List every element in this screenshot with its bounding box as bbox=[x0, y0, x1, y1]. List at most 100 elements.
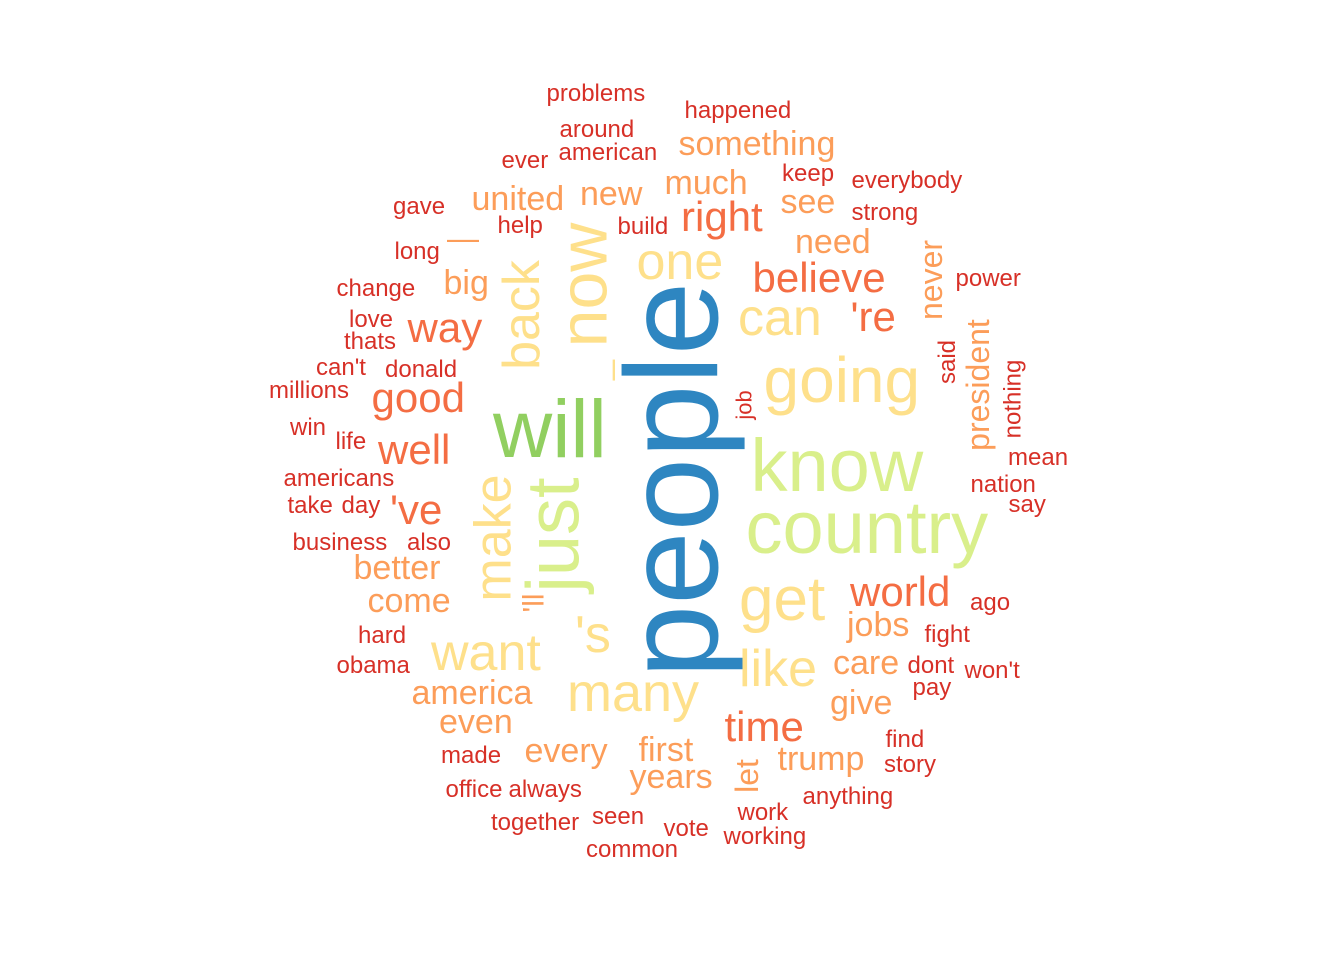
word-14: want bbox=[431, 624, 541, 682]
word-76: nation bbox=[970, 471, 1036, 498]
word-2: will bbox=[493, 384, 607, 475]
word-27: 'll bbox=[517, 593, 551, 613]
word-69: said bbox=[934, 339, 962, 385]
word-49: — bbox=[447, 220, 479, 256]
word-60: strong bbox=[851, 199, 919, 226]
word-16: 's bbox=[575, 606, 611, 664]
word-19: believe bbox=[752, 254, 886, 301]
word-93: always bbox=[508, 776, 582, 803]
word-45: need bbox=[795, 223, 871, 261]
word-26: 've bbox=[390, 486, 443, 533]
word-95: work bbox=[737, 799, 789, 826]
word-25: 're bbox=[850, 293, 896, 340]
word-35: america bbox=[411, 674, 533, 712]
word-1: people bbox=[598, 281, 746, 679]
word-22: good bbox=[371, 374, 465, 421]
word-12: one bbox=[636, 233, 724, 291]
word-3: know bbox=[750, 424, 924, 507]
word-67: donald bbox=[385, 356, 458, 383]
word-68: millions bbox=[269, 377, 350, 404]
word-70: nothing bbox=[998, 359, 1026, 439]
word-74: mean bbox=[1008, 444, 1069, 471]
word-100: common bbox=[586, 836, 679, 863]
word-5: just bbox=[511, 477, 595, 593]
word-78: day bbox=[341, 492, 381, 519]
word-52: around bbox=[559, 116, 635, 143]
word-92: office bbox=[445, 776, 503, 803]
word-44: see bbox=[780, 183, 836, 221]
word-24: way bbox=[407, 304, 483, 351]
word-57: gave bbox=[393, 193, 446, 220]
word-61: long bbox=[394, 238, 440, 265]
word-85: obama bbox=[336, 652, 410, 679]
word-41: new bbox=[580, 175, 643, 213]
word-66: can't bbox=[316, 354, 366, 381]
word-23: well bbox=[378, 426, 451, 473]
word-10: make bbox=[464, 474, 523, 602]
word-4: country bbox=[745, 486, 989, 569]
word-64: love bbox=[349, 306, 394, 333]
word-53: ever bbox=[501, 147, 549, 174]
word-21: time bbox=[724, 703, 804, 750]
word-31: trump bbox=[777, 740, 865, 778]
word-33: years bbox=[629, 758, 713, 796]
word-58: help bbox=[497, 212, 543, 239]
word-73: life bbox=[335, 428, 367, 455]
word-42: much bbox=[664, 164, 748, 202]
word-83: hard bbox=[358, 622, 407, 649]
word-39: big bbox=[443, 264, 489, 302]
word-13: can bbox=[738, 289, 822, 347]
word-82: ago bbox=[970, 589, 1011, 616]
word-81: also bbox=[407, 529, 452, 556]
word-50: problems bbox=[546, 80, 646, 107]
word-51: happened bbox=[684, 97, 792, 124]
word-99: working bbox=[723, 823, 807, 850]
word-43: something bbox=[678, 125, 836, 163]
word-37: better bbox=[353, 549, 441, 587]
word-17: _ bbox=[575, 359, 617, 381]
word-94: anything bbox=[802, 783, 894, 810]
word-75: americans bbox=[283, 465, 395, 492]
word-15: like bbox=[739, 640, 818, 698]
word-79: say bbox=[1008, 491, 1046, 518]
word-71: job bbox=[731, 390, 757, 420]
word-29: care bbox=[833, 644, 900, 682]
word-98: vote bbox=[663, 815, 709, 842]
word-38: come bbox=[367, 582, 451, 620]
word-20: world bbox=[850, 568, 951, 615]
word-32: first bbox=[638, 731, 694, 769]
word-40: united bbox=[471, 180, 565, 218]
word-11: back bbox=[492, 260, 551, 370]
word-87: won't bbox=[964, 657, 1020, 684]
word-62: power bbox=[955, 265, 1021, 292]
word-6: now bbox=[544, 222, 621, 348]
word-30: give bbox=[830, 684, 893, 722]
word-56: everybody bbox=[851, 167, 963, 194]
word-9: many bbox=[567, 663, 700, 723]
word-80: business bbox=[292, 529, 388, 556]
word-54: american bbox=[558, 139, 658, 166]
word-63: change bbox=[336, 275, 416, 302]
word-65: thats bbox=[344, 328, 397, 355]
word-89: made bbox=[441, 742, 502, 769]
word-72: win bbox=[290, 414, 327, 441]
word-46: never bbox=[913, 239, 950, 321]
word-55: keep bbox=[782, 160, 835, 187]
word-8: get bbox=[739, 565, 826, 634]
word-34: every bbox=[524, 732, 608, 770]
word-59: build bbox=[617, 213, 669, 240]
word-77: take bbox=[287, 492, 333, 519]
word-7: going bbox=[763, 344, 921, 416]
word-97: together bbox=[491, 809, 580, 836]
word-47: president bbox=[959, 319, 996, 451]
word-84: fight bbox=[924, 621, 970, 648]
word-28: jobs bbox=[847, 606, 910, 644]
word-86: dont bbox=[907, 652, 955, 679]
word-91: story bbox=[884, 751, 937, 778]
word-88: pay bbox=[912, 674, 952, 701]
word-96: seen bbox=[592, 803, 645, 830]
word-48: let bbox=[728, 759, 765, 793]
word-36: even bbox=[439, 703, 513, 741]
word-18: right bbox=[681, 193, 763, 240]
